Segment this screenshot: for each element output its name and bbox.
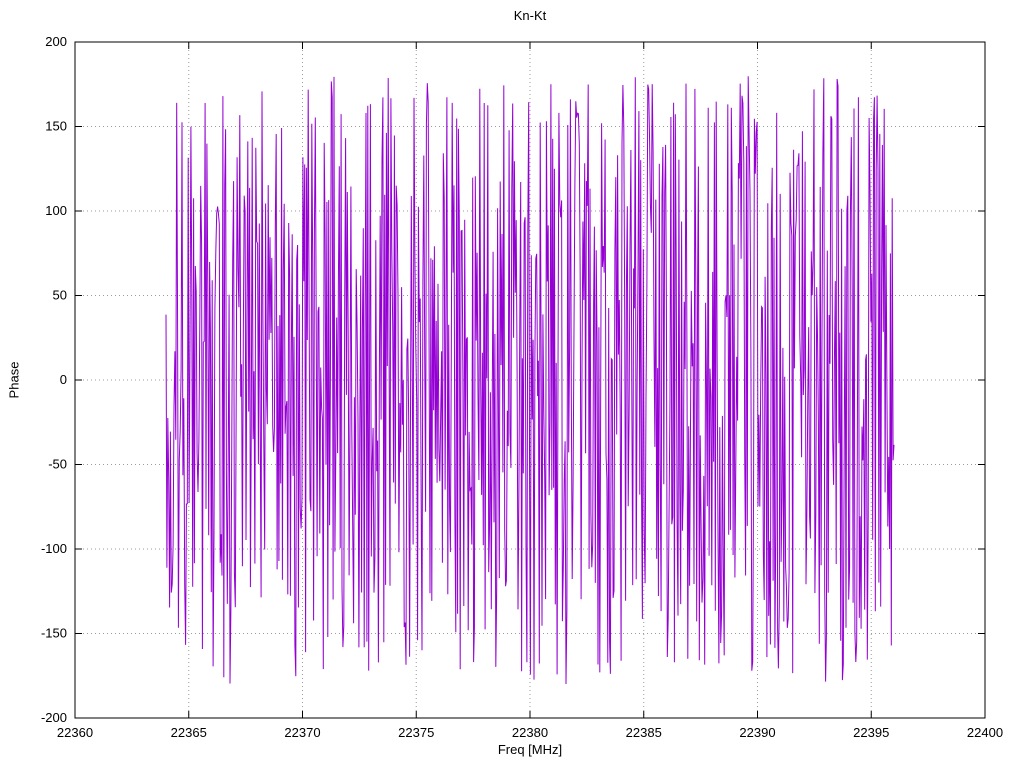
- y-tick-label: -50: [48, 457, 67, 472]
- x-tick-label: 22370: [284, 725, 320, 740]
- x-tick-label: 22365: [171, 725, 207, 740]
- y-tick-label: -150: [41, 626, 67, 641]
- data-line: [165, 76, 895, 685]
- x-axis-label: Freq [MHz]: [497, 742, 563, 757]
- x-tick-label: 22360: [57, 725, 93, 740]
- y-tick-label: 200: [45, 34, 67, 49]
- x-tick-label: 22400: [967, 725, 1003, 740]
- plot-border: [74, 41, 986, 719]
- x-tick-label: 22375: [398, 725, 434, 740]
- y-tick-label: 0: [60, 372, 67, 387]
- y-tick-label: -200: [41, 710, 67, 725]
- x-tick-label: 22395: [853, 725, 889, 740]
- y-tick-label: -100: [41, 541, 67, 556]
- x-tick-label: 22385: [626, 725, 662, 740]
- y-tick-label: 150: [45, 119, 67, 134]
- x-tick-label: 22380: [512, 725, 548, 740]
- chart-title: Kn-Kt: [513, 8, 547, 23]
- y-tick-label: 100: [45, 203, 67, 218]
- y-tick-label: 50: [53, 288, 67, 303]
- x-tick-label: 22390: [739, 725, 775, 740]
